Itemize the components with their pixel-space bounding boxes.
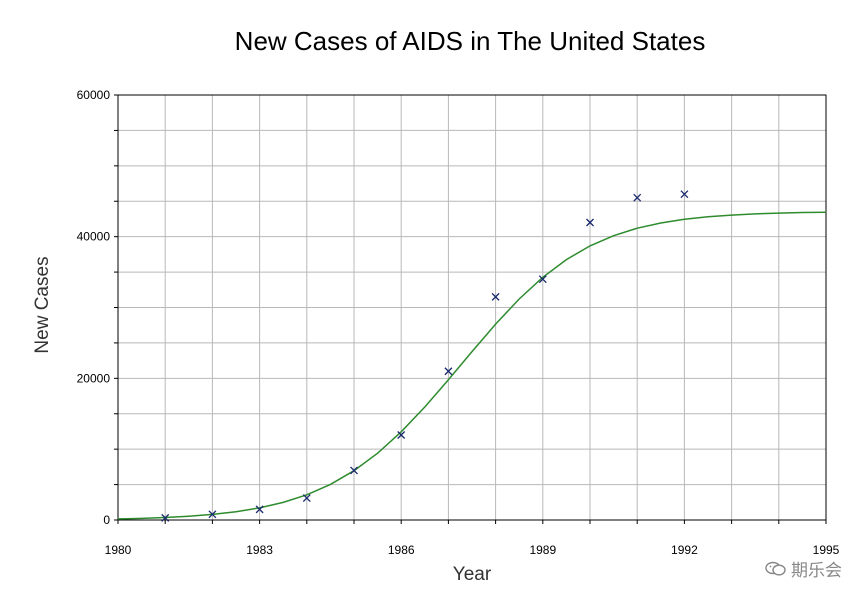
point-marker-stroke xyxy=(633,193,642,202)
chart-title: New Cases of AIDS in The United States xyxy=(235,26,706,56)
watermark-text: 期乐会 xyxy=(791,561,842,581)
point-marker-stroke xyxy=(161,513,170,522)
point-marker-stroke xyxy=(444,367,453,376)
data-point xyxy=(586,218,594,227)
point-marker-stroke xyxy=(350,466,358,475)
point-marker-stroke xyxy=(680,190,689,199)
point-marker-stroke xyxy=(255,505,264,514)
point-marker-stroke xyxy=(491,292,500,301)
x-axis-label: Year xyxy=(453,564,492,585)
data-point xyxy=(538,275,547,284)
tick-labels: 1980 1983 1986 1989 1992 1995 0 20000 40000 60000 xyxy=(77,88,840,557)
axes xyxy=(114,94,827,524)
y-tick-label: 40000 xyxy=(77,230,111,244)
x-tick-label: 1980 xyxy=(105,543,132,557)
x-tick-label: 1992 xyxy=(671,543,698,557)
point-marker-stroke xyxy=(586,218,594,227)
point-marker-stroke xyxy=(208,510,217,519)
x-tick-label: 1995 xyxy=(813,543,840,557)
data-point xyxy=(161,513,170,522)
data-point xyxy=(397,431,406,439)
wechat-icon xyxy=(765,561,786,576)
data-point xyxy=(633,193,642,202)
data-point xyxy=(491,292,500,301)
data-point xyxy=(350,466,358,475)
x-tick-label: 1989 xyxy=(529,543,556,557)
x-tick-label: 1986 xyxy=(388,543,415,557)
grid xyxy=(117,94,827,521)
data-point xyxy=(208,510,217,519)
y-tick-label: 20000 xyxy=(77,371,111,385)
data-point xyxy=(444,367,453,376)
point-marker-stroke xyxy=(397,431,406,439)
point-marker-stroke xyxy=(302,494,311,503)
fitted-curve xyxy=(117,211,827,520)
y-axis-label: New Cases xyxy=(32,256,53,353)
watermark: 期乐会 xyxy=(765,556,842,581)
data-point xyxy=(680,190,689,199)
y-tick-label: 0 xyxy=(103,513,110,527)
data-point xyxy=(255,505,264,514)
x-tick-label: 1983 xyxy=(246,543,273,557)
point-marker-stroke xyxy=(538,275,547,284)
data-points xyxy=(161,190,689,522)
data-point xyxy=(302,494,311,503)
y-tick-label: 60000 xyxy=(77,88,111,102)
